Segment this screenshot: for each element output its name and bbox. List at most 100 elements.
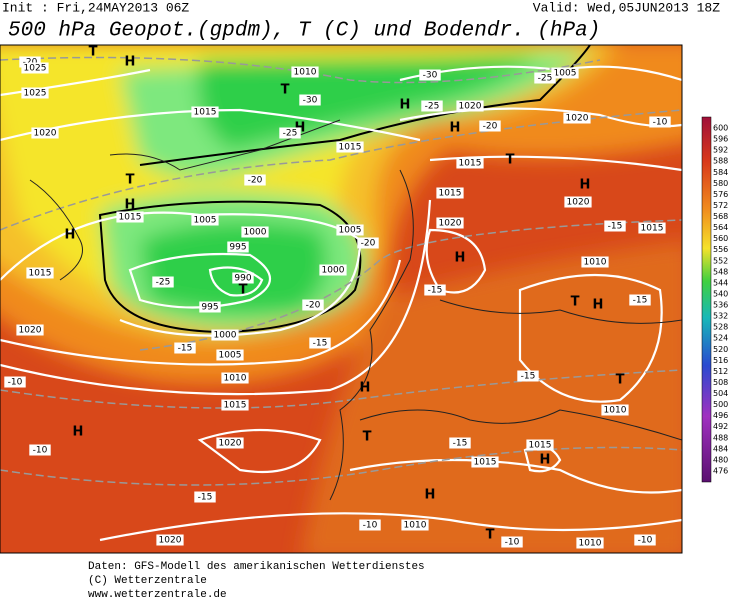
contour-label: -20 [361,239,376,249]
contour-label: 1005 [554,69,577,79]
label-background [501,536,523,548]
label-background [191,214,219,226]
contour-label: 1015 [641,224,664,234]
contour-label: 1015 [459,159,482,169]
high-pressure-marker: H [425,488,436,503]
label-background [456,100,484,112]
low-pressure-marker: T [281,83,290,98]
label-background [26,267,54,279]
label-background [299,94,321,106]
label-background [634,534,656,546]
colorbar-label: 516 [713,356,728,365]
colorbar-label: 548 [713,267,728,276]
contour-label: -15 [608,222,623,232]
contour-label: -10 [505,538,520,548]
contour-label: 1015 [439,189,462,199]
contour-label: -25 [156,278,171,288]
colorbar-label: 576 [713,190,728,199]
contour-label: 990 [234,274,251,284]
label-background [436,217,464,229]
high-pressure-marker: H [360,381,371,396]
contour-label: 1015 [29,269,52,279]
label-background [31,127,59,139]
label-background [336,141,364,153]
colorbar-label: 544 [713,278,728,287]
contour-label: 1015 [119,213,142,223]
valid-time: Valid: Wed,05JUN2013 18Z [533,0,720,15]
high-pressure-marker: H [593,298,604,313]
contour-label: 1020 [19,326,42,336]
label-background [16,324,44,336]
label-background [517,370,539,382]
colorbar-label: 488 [713,433,728,442]
colorbar-label: 476 [713,467,728,476]
contour-label: 1010 [604,406,627,416]
colorbar-label: 560 [713,234,728,243]
label-background [471,456,499,468]
colorbar-label: 568 [713,212,728,221]
label-background [227,241,249,253]
contour-label: 1015 [339,143,362,153]
colorbar-label: 600 [713,124,728,133]
init-time: Init : Fri,24MAY2013 06Z [2,0,189,15]
contour-label: 1020 [439,219,462,229]
colorbar-label: 596 [713,135,728,144]
colorbar-label: 556 [713,245,728,254]
contour-label: -20 [483,122,498,132]
label-background [232,272,254,284]
label-background [152,276,174,288]
contour-label: 1015 [474,458,497,468]
label-background [526,439,554,451]
label-background [241,226,269,238]
label-background [156,534,184,546]
label-background [21,87,49,99]
contour-label: -30 [423,71,438,81]
temperature-field [0,45,682,553]
colorbar-label: 552 [713,256,728,265]
label-background [221,372,249,384]
contour-label: -25 [538,74,553,84]
low-pressure-marker: T [571,295,580,310]
label-background [191,106,219,118]
label-background [302,299,324,311]
contour-label: 1010 [579,539,602,549]
high-pressure-marker: H [125,55,136,70]
colorbar-label: 504 [713,389,728,398]
label-background [421,100,443,112]
colorbar-label: 492 [713,422,728,431]
label-background [279,127,301,139]
high-pressure-marker: H [580,178,591,193]
label-background [19,56,41,68]
high-pressure-marker: H [65,228,76,243]
isotherms [0,56,682,486]
colorbar-label: 480 [713,455,728,464]
colorbar-label: 508 [713,378,728,387]
colorbar-label: 588 [713,157,728,166]
label-background [359,519,381,531]
contour-label: 1010 [224,374,247,384]
contour-label: 1005 [194,216,217,226]
colorbar-label: 580 [713,179,728,188]
contour-label: 995 [229,243,246,253]
label-background [401,519,429,531]
high-pressure-marker: H [400,98,411,113]
contour-label: -10 [8,378,23,388]
label-background [604,220,626,232]
label-background [21,62,49,74]
low-pressure-marker: T [616,373,625,388]
contour-label: -20 [306,301,321,311]
label-background [563,112,591,124]
label-background [419,69,441,81]
map-title: 500 hPa Geopot.(gpdm), T (C) und Bodendr… [8,20,600,43]
high-pressure-marker: H [73,425,84,440]
colorbar-label: 564 [713,223,728,232]
contour-label: -15 [198,493,213,503]
label-background [534,72,556,84]
label-background [221,399,249,411]
coastlines [29,119,682,501]
contour-label: -10 [653,118,668,128]
contour-label: 1010 [584,258,607,268]
geopotential-contour [139,45,591,166]
high-pressure-marker: H [455,251,466,266]
